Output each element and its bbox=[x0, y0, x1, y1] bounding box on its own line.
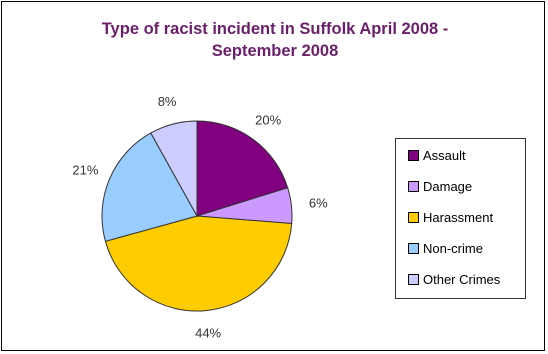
pie-slice-harassment bbox=[104, 215, 293, 312]
data-label-other-crimes: 8% bbox=[158, 94, 177, 109]
legend-swatch bbox=[408, 273, 419, 285]
legend-item-assault: Assault bbox=[408, 147, 466, 163]
legend-label: Damage bbox=[423, 178, 473, 194]
pie-slice-other-crimes bbox=[150, 120, 198, 218]
chart-title: Type of racist incident in Suffolk April… bbox=[101, 20, 449, 60]
legend-swatch bbox=[408, 180, 419, 192]
legend-label: Non-crime bbox=[423, 240, 483, 256]
pie-slice-assault bbox=[196, 120, 289, 217]
legend-swatch bbox=[408, 149, 419, 161]
pie-slice-non-crime bbox=[101, 132, 198, 242]
legend-label: Assault bbox=[423, 147, 466, 163]
legend-item-other-crimes: Other Crimes bbox=[408, 271, 500, 287]
legend-item-damage: Damage bbox=[408, 178, 472, 194]
data-label-damage: 6% bbox=[309, 195, 328, 210]
legend-label: Other Crimes bbox=[423, 271, 501, 287]
legend-swatch bbox=[408, 242, 419, 254]
legend-swatch bbox=[408, 211, 419, 223]
data-label-assault: 20% bbox=[255, 112, 281, 127]
data-label-harassment: 44% bbox=[195, 325, 221, 340]
legend-label: Harassment bbox=[423, 209, 494, 225]
legend-item-harassment: Harassment bbox=[408, 209, 493, 225]
legend: Assault Damage Harassment Non-crime Other Cr… bbox=[395, 138, 526, 299]
data-label-non-crime: 21% bbox=[72, 162, 98, 177]
legend-item-non-crime: Non-crime bbox=[408, 240, 483, 256]
